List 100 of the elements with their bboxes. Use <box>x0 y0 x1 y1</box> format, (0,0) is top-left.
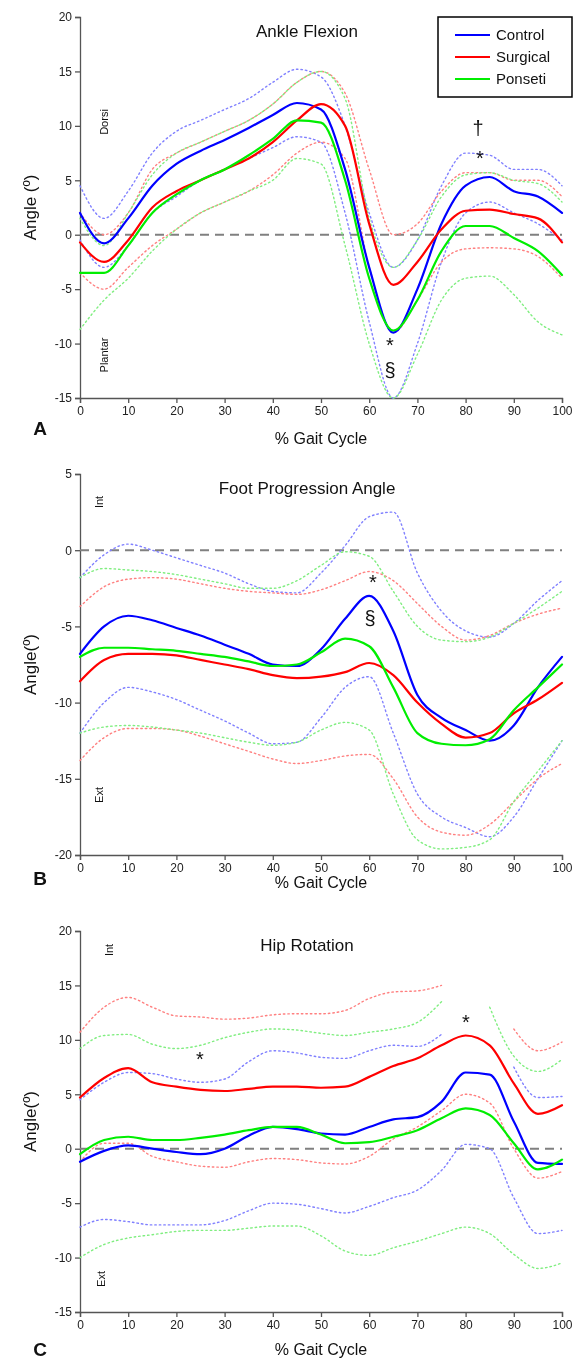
y-axis-title: Angle(º) <box>21 633 40 696</box>
y-axis-title: Angle(º) <box>21 1090 40 1153</box>
annotation: * <box>196 1048 205 1071</box>
line-series <box>79 570 563 641</box>
x-tick-label: 0 <box>77 1317 85 1332</box>
y-tick-label: 0 <box>65 1142 73 1157</box>
line-series <box>79 727 563 836</box>
x-tick-label: 80 <box>459 860 474 875</box>
y-tick-label: 10 <box>58 119 73 134</box>
text: B <box>33 868 47 890</box>
y-tick-label: 15 <box>58 64 73 79</box>
annotation: * <box>476 147 485 170</box>
x-tick-label: 40 <box>266 1317 281 1332</box>
chart-title: Foot Progression Angle <box>218 479 396 498</box>
y-tick-label: 15 <box>58 978 73 993</box>
x-tick-label: 40 <box>266 403 281 418</box>
y-tick-label: 0 <box>65 543 73 558</box>
line-series <box>78 652 564 739</box>
y-tick-label: -10 <box>54 336 73 351</box>
x-tick-label: 100 <box>552 860 573 875</box>
x-tick-label: 80 <box>459 403 474 418</box>
text: C <box>33 1339 48 1361</box>
x-tick-label: 50 <box>314 1317 329 1332</box>
x-tick-label: 30 <box>218 1317 233 1332</box>
line-series <box>78 1107 564 1171</box>
x-tick-label: 90 <box>507 860 522 875</box>
x-tick-label: 20 <box>170 860 184 875</box>
annotation: * <box>386 334 395 357</box>
line-series <box>78 594 564 742</box>
annotation: * <box>369 571 378 594</box>
line-series <box>79 721 563 850</box>
x-tick-label: 0 <box>77 860 85 875</box>
text: A <box>33 418 48 440</box>
line-series <box>79 1143 563 1235</box>
y-tick-label: -15 <box>54 1305 73 1320</box>
y-tick-label: -10 <box>54 695 73 710</box>
y-axis-title: Angle (º) <box>21 174 40 241</box>
y-tick-label: 5 <box>65 467 73 482</box>
x-tick-label: 10 <box>122 860 136 875</box>
x-tick-label: 10 <box>122 403 136 418</box>
y-tick-label: -10 <box>54 1250 73 1265</box>
line-series <box>79 551 563 643</box>
y-tick-label: 20 <box>58 10 73 25</box>
line-series <box>78 1034 564 1115</box>
y-tick-label: -15 <box>54 772 73 787</box>
x-tick-label: 80 <box>459 1317 474 1332</box>
y-tick-label: -20 <box>54 848 73 863</box>
annotation: Int <box>92 495 105 509</box>
chart-title: Hip Rotation <box>260 936 354 955</box>
y-tick-label: -5 <box>61 282 73 297</box>
y-tick-label: -5 <box>61 1196 73 1211</box>
annotation: § <box>364 607 376 630</box>
x-tick-label: 60 <box>363 860 377 875</box>
x-tick-label: 60 <box>363 1317 377 1332</box>
y-tick-label: 10 <box>58 1033 73 1048</box>
chart-title: Ankle Flexion <box>255 22 359 41</box>
x-tick-label: 0 <box>77 403 85 418</box>
x-tick-label: 30 <box>218 403 233 418</box>
x-tick-label: 90 <box>507 403 522 418</box>
line-series <box>78 102 564 286</box>
y-tick-label: 0 <box>65 228 73 243</box>
line-series <box>78 1071 564 1166</box>
legend-label: Surgical <box>496 48 551 65</box>
line-series <box>78 637 564 747</box>
x-tick-label: 30 <box>218 860 233 875</box>
annotation: § <box>384 359 396 382</box>
x-tick-label: 20 <box>170 1317 184 1332</box>
y-tick-label: 20 <box>58 924 73 939</box>
legend-label: Ponseti <box>496 70 547 87</box>
x-tick-label: 40 <box>266 860 281 875</box>
x-tick-label: 100 <box>552 1317 573 1332</box>
x-tick-label: 70 <box>411 860 425 875</box>
line-series <box>79 1225 563 1270</box>
x-tick-label: 20 <box>170 403 184 418</box>
annotation: Int <box>102 943 115 957</box>
line-series <box>79 1093 563 1179</box>
x-axis-title: % Gait Cycle <box>274 874 368 891</box>
annotation: Dorsi <box>97 109 110 135</box>
x-axis-title: % Gait Cycle <box>274 430 368 447</box>
annotation: † <box>472 117 484 140</box>
x-tick-label: 70 <box>411 403 425 418</box>
line-series <box>79 511 563 638</box>
x-tick-label: 70 <box>411 1317 425 1332</box>
y-tick-label: -15 <box>54 391 73 406</box>
legend-label: Control <box>496 26 545 43</box>
x-tick-label: 50 <box>314 403 329 418</box>
annotation: Plantar <box>97 337 110 373</box>
y-tick-label: 5 <box>65 1087 73 1102</box>
x-tick-label: 10 <box>122 1317 136 1332</box>
x-tick-label: 50 <box>314 860 329 875</box>
x-tick-label: 100 <box>552 403 573 418</box>
line-series <box>79 675 563 838</box>
x-axis-title: % Gait Cycle <box>274 1341 368 1358</box>
annotation: Ext <box>92 787 105 803</box>
y-tick-label: 5 <box>65 173 73 188</box>
annotation: * <box>462 1011 471 1034</box>
annotation: Ext <box>94 1271 107 1287</box>
x-tick-label: 60 <box>363 403 377 418</box>
y-tick-label: -5 <box>61 619 73 634</box>
x-tick-label: 90 <box>507 1317 522 1332</box>
